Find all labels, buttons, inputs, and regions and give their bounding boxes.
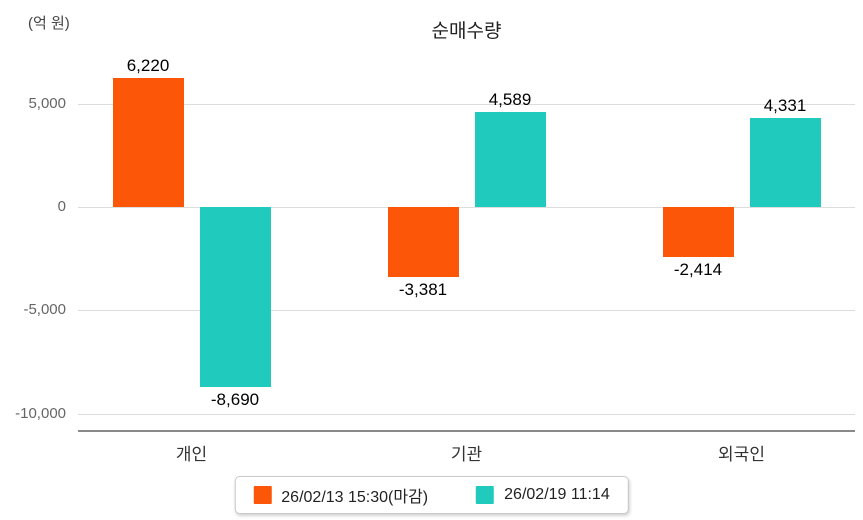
legend-label: 26/02/13 15:30(마감) — [281, 489, 429, 506]
bar-value-label: -3,381 — [398, 279, 448, 299]
gridline — [78, 207, 855, 208]
gridline — [78, 413, 855, 415]
legend-swatch-icon — [476, 486, 495, 504]
gridline — [78, 310, 855, 312]
x-axis-category-label: 개인 — [175, 445, 208, 464]
plot-area: 6,220 -8,690 -3,381 4,589 -2,414 4,331 — [78, 52, 855, 432]
bar-value-label: -2,414 — [673, 259, 723, 279]
gridline — [78, 103, 855, 105]
y-axis-tick-label: 5,000 — [28, 94, 66, 112]
chart-title: 순매수량 — [431, 21, 502, 42]
y-axis-tick-label: -10,000 — [15, 404, 66, 422]
legend-item-series2[interactable]: 26/02/19 11:14 — [476, 486, 610, 504]
legend: 26/02/13 15:30(마감) 26/02/19 11:14 — [234, 476, 629, 514]
bar-value-label: 4,589 — [488, 90, 532, 110]
bar-외국인-series2 — [749, 117, 821, 207]
bar-value-label: -8,690 — [210, 389, 260, 409]
legend-label: 26/02/19 11:14 — [504, 486, 610, 503]
bar-value-label: 4,331 — [763, 95, 807, 115]
y-axis-tick-label: 0 — [57, 198, 66, 215]
bar-기관-series1 — [387, 207, 459, 277]
bar-외국인-series1 — [662, 207, 734, 257]
bar-value-label: 6,220 — [126, 56, 170, 76]
bar-기관-series2 — [474, 112, 546, 207]
x-axis-category-label: 외국인 — [718, 445, 765, 464]
x-axis-category-label: 기관 — [450, 445, 483, 464]
y-axis-tick-label: -5,000 — [23, 301, 66, 319]
bar-개인-series2 — [199, 207, 271, 387]
legend-swatch-icon — [253, 486, 272, 504]
bar-개인-series1 — [112, 78, 184, 207]
y-axis-unit-label: (억 원) — [28, 15, 70, 32]
legend-item-series1[interactable]: 26/02/13 15:30(마감) — [253, 483, 428, 507]
